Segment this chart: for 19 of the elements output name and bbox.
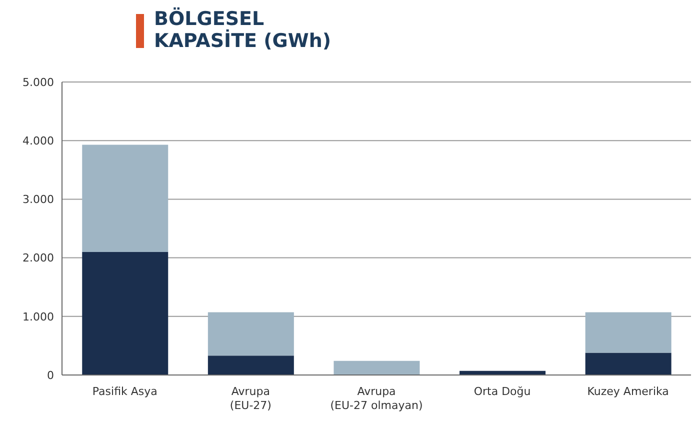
x-tick-label: Orta Doğu <box>474 385 531 398</box>
x-tick-label: Avrupa (EU-27 olmayan) <box>330 385 423 412</box>
y-tick-label: 2.000 <box>22 252 54 265</box>
x-tick-label: Avrupa (EU-27) <box>230 385 272 412</box>
y-tick-label: 0 <box>47 368 54 382</box>
bar <box>208 356 294 375</box>
bar <box>82 144 168 252</box>
y-tick-label: 5.000 <box>22 76 54 89</box>
bar <box>82 252 168 375</box>
bar <box>334 360 420 375</box>
chart-title: BÖLGESEL KAPASİTE (GWh) <box>154 8 332 52</box>
y-tick-label: 1.000 <box>22 310 54 324</box>
x-tick-label: Kuzey Amerika <box>587 385 669 398</box>
bar <box>585 312 672 353</box>
y-tick-label: 3.000 <box>22 193 54 206</box>
bar <box>208 312 294 356</box>
x-tick-label: Pasifik Asya <box>92 385 158 398</box>
y-tick-label: 4.000 <box>22 134 54 148</box>
bar <box>585 352 672 375</box>
